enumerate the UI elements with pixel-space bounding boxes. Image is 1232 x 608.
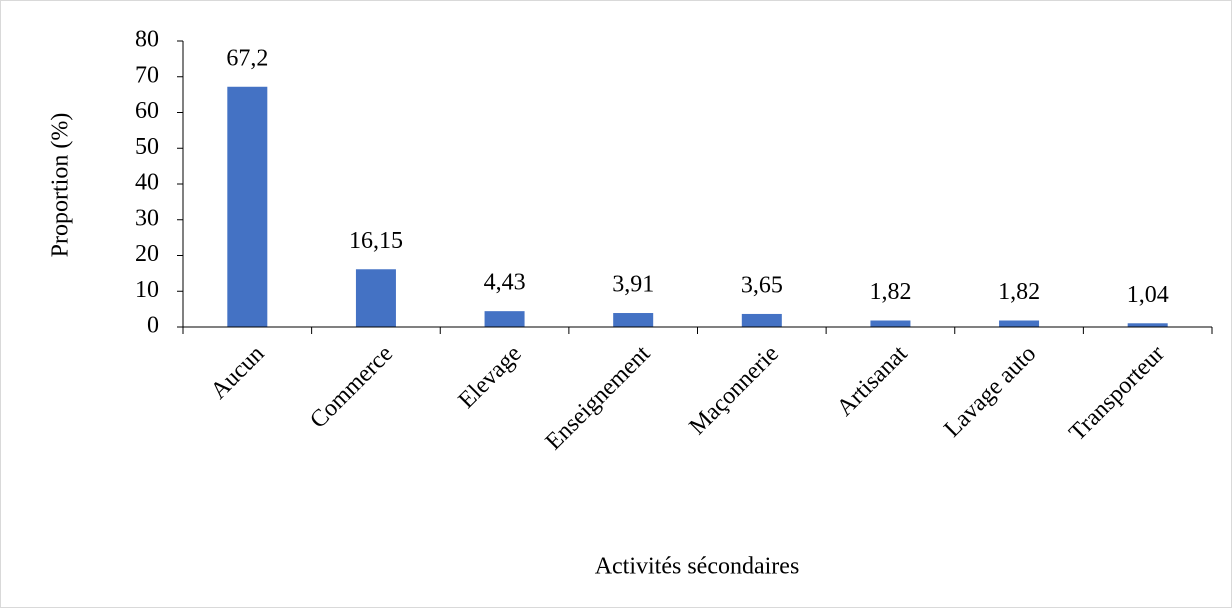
y-tick-label: 10 [135,277,159,303]
value-label: 4,43 [484,270,526,296]
y-tick-label: 30 [135,205,159,231]
value-label: 67,2 [226,45,268,71]
y-tick-label: 40 [135,170,159,196]
y-tick-label: 70 [135,62,159,88]
bar [870,320,911,327]
y-tick-label: 0 [147,313,159,339]
bar [355,269,396,327]
value-label: 1,04 [1127,282,1169,308]
value-label: 1,82 [869,279,911,305]
y-tick-label: 60 [135,98,159,124]
bar [484,311,525,327]
bar [999,320,1040,327]
bar [1127,323,1168,327]
bar [613,313,654,327]
value-label: 1,82 [998,279,1040,305]
y-axis-title: Proportion (%) [48,113,74,258]
y-tick-label: 50 [135,134,159,160]
value-label: 3,91 [612,272,654,298]
value-label: 16,15 [349,228,403,254]
bar [227,86,268,327]
bar [741,313,782,327]
x-axis-title: Activités sécondaires [595,554,800,580]
y-tick-label: 80 [135,27,159,53]
value-label: 3,65 [741,272,783,298]
y-tick-label: 20 [135,241,159,267]
